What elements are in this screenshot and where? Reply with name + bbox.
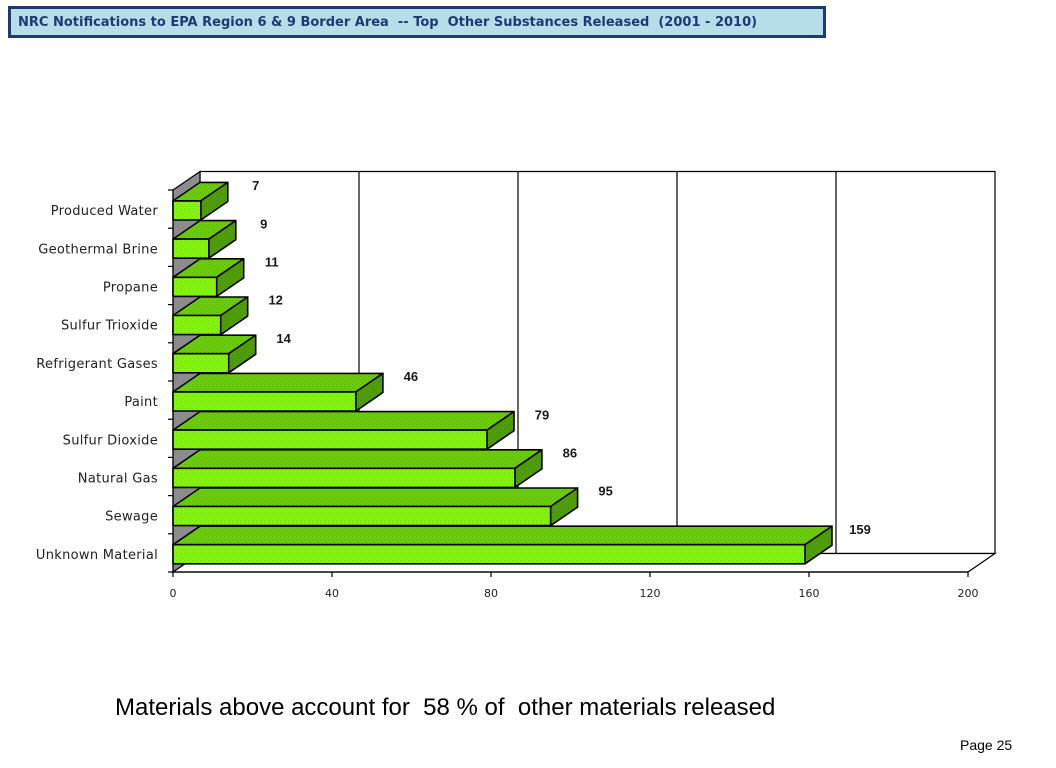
bar-paint xyxy=(172,372,384,412)
category-label-natural-gas: Natural Gas xyxy=(78,472,158,487)
bar-unknown-material xyxy=(172,525,833,565)
bar-top-face xyxy=(172,525,833,546)
data-label-produced-water: 7 xyxy=(252,178,259,193)
bar-front-face xyxy=(172,505,552,527)
footnote: Materials above account for 58 % of othe… xyxy=(115,694,776,721)
category-label-paint: Paint xyxy=(124,395,158,410)
value-tick-label: 200 xyxy=(958,587,979,600)
value-tick-label: 0 xyxy=(170,587,177,600)
bar-sewage xyxy=(172,487,579,527)
bar-front-face xyxy=(172,276,218,298)
bar-sulfur-dioxide xyxy=(172,410,515,451)
bar-top-face xyxy=(172,410,515,431)
bar-front-face xyxy=(172,238,210,260)
category-label-unknown-material: Unknown Material xyxy=(36,548,158,563)
category-label-sulfur-dioxide: Sulfur Dioxide xyxy=(63,433,158,448)
category-label-propane: Propane xyxy=(103,281,158,296)
value-tick-label: 40 xyxy=(325,587,339,600)
bar-chart: 0 40 80 120 160 200 7 Produced Water 9 Geothermal… xyxy=(36,170,997,600)
bar-front-face xyxy=(172,391,357,412)
bar-sulfur-trioxide xyxy=(172,296,249,336)
bar-geothermal-brine xyxy=(172,219,237,260)
value-tick-label: 120 xyxy=(640,587,661,600)
bar-natural-gas xyxy=(172,448,543,489)
data-label-paint: 46 xyxy=(404,369,418,384)
slide-title-box: NRC Notifications to EPA Region 6 & 9 Bo… xyxy=(8,6,826,38)
bar-front-face xyxy=(172,352,230,374)
data-label-propane: 11 xyxy=(265,255,279,270)
category-label-refrigerant-gases: Refrigerant Gases xyxy=(36,357,158,372)
value-tick-label: 160 xyxy=(799,587,820,600)
data-label-sulfur-dioxide: 79 xyxy=(535,407,549,422)
category-label-sewage: Sewage xyxy=(105,510,158,525)
bar-top-face xyxy=(172,487,579,508)
bar-front-face xyxy=(172,314,222,336)
data-label-sulfur-trioxide: 12 xyxy=(268,293,282,308)
bar-front-face xyxy=(172,543,806,565)
bar-refrigerant-gases xyxy=(172,334,257,374)
slide-title: NRC Notifications to EPA Region 6 & 9 Bo… xyxy=(18,14,758,30)
page-number: Page 25 xyxy=(960,737,1013,753)
bar-top-face xyxy=(172,372,384,393)
bar-front-face xyxy=(172,200,202,221)
data-label-refrigerant-gases: 14 xyxy=(276,331,291,346)
bar-front-face xyxy=(172,467,516,489)
data-label-unknown-material: 159 xyxy=(849,522,871,537)
category-label-produced-water: Produced Water xyxy=(51,204,159,219)
category-label-geothermal-brine: Geothermal Brine xyxy=(38,242,158,257)
data-label-sewage: 95 xyxy=(598,484,612,499)
bar-produced-water xyxy=(172,181,229,221)
category-label-sulfur-trioxide: Sulfur Trioxide xyxy=(61,319,158,334)
bar-front-face xyxy=(172,429,488,451)
bar-top-face xyxy=(172,448,543,470)
bar-propane xyxy=(172,257,245,298)
value-tick-label: 80 xyxy=(484,587,498,600)
data-label-geothermal-brine: 9 xyxy=(260,216,267,231)
data-label-natural-gas: 86 xyxy=(563,446,577,461)
